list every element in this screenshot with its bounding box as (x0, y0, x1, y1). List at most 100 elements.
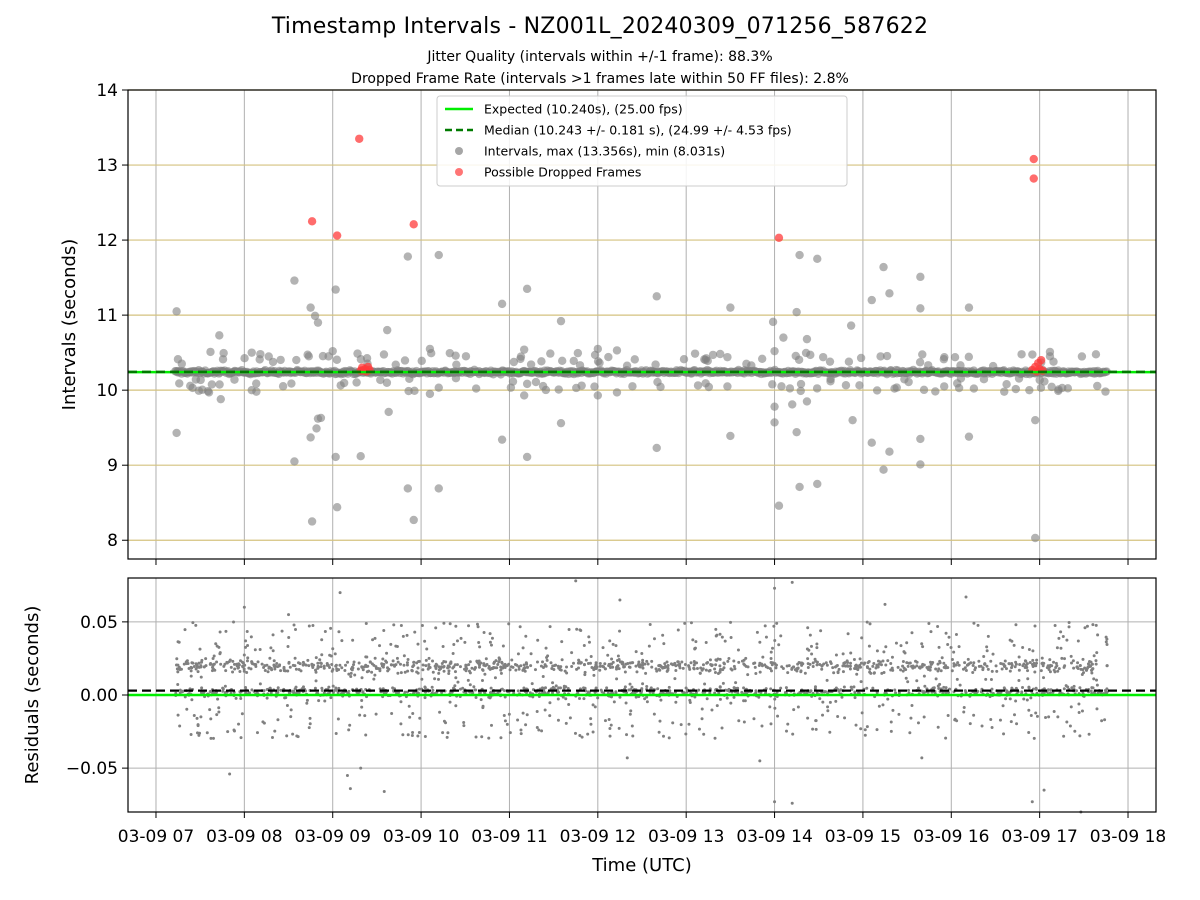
residual-point (473, 666, 477, 670)
interval-point (653, 377, 662, 387)
residual-point (623, 685, 627, 689)
residual-point (994, 664, 998, 668)
residual-point (579, 661, 583, 665)
residual-point (678, 666, 682, 670)
residual-point (934, 667, 938, 671)
residual-point (920, 756, 924, 760)
residual-point (305, 698, 309, 702)
residual-point (301, 663, 305, 667)
residual-point (176, 670, 180, 674)
residual-point (583, 673, 587, 677)
residual-point (293, 656, 297, 660)
residual-point (216, 697, 220, 701)
residual-point (737, 719, 741, 723)
interval-point (497, 299, 507, 309)
residual-point (618, 660, 622, 664)
interval-point (988, 361, 998, 371)
interval-point (207, 380, 217, 389)
residual-point (834, 653, 838, 657)
residual-point (444, 660, 448, 664)
residual-point (222, 664, 226, 668)
residual-point (331, 667, 335, 671)
residual-point (991, 652, 995, 656)
residual-point (402, 654, 406, 658)
residual-point (849, 685, 853, 689)
residual-point (1090, 671, 1094, 675)
residual-point (594, 661, 598, 665)
residual-point (407, 704, 411, 708)
interval-point (846, 321, 856, 330)
residual-point (289, 715, 293, 719)
residual-point (484, 657, 488, 661)
residual-point (608, 639, 612, 643)
residual-point (982, 654, 986, 658)
interval-point (290, 276, 299, 285)
interval-point (916, 434, 925, 444)
residual-point (705, 697, 709, 701)
residual-point (624, 701, 628, 705)
residual-point (271, 633, 275, 637)
residual-point (198, 731, 202, 735)
residual-point (556, 718, 560, 722)
residual-point (466, 678, 470, 682)
interval-point (336, 381, 345, 390)
residual-point (1094, 623, 1098, 627)
residual-point (305, 701, 309, 705)
residual-point (503, 719, 507, 723)
residual-point (582, 663, 586, 667)
residual-point (680, 660, 684, 664)
residual-point (285, 734, 289, 738)
residual-point (1031, 658, 1035, 662)
residual-point (410, 733, 414, 737)
residual-point (447, 665, 451, 669)
residual-point (523, 669, 527, 673)
residual-point (641, 682, 645, 686)
residual-point (473, 688, 477, 692)
interval-point (508, 377, 518, 386)
residual-point (334, 686, 338, 690)
residual-point (318, 658, 322, 662)
interval-point (425, 344, 435, 354)
interval-point (612, 388, 622, 397)
residual-point (226, 730, 230, 734)
residual-point (1042, 687, 1046, 691)
residual-point (399, 700, 403, 704)
residual-point (564, 697, 568, 701)
residual-point (791, 665, 795, 669)
residual-point (436, 677, 440, 681)
residual-point (758, 670, 762, 674)
residual-point (603, 667, 607, 671)
interval-point (939, 382, 949, 391)
residual-point (356, 667, 360, 671)
residual-point (820, 667, 824, 671)
residual-point (693, 646, 697, 650)
interval-point (924, 361, 933, 370)
residual-point (211, 736, 215, 740)
residual-point (710, 708, 714, 712)
interval-point (554, 385, 563, 394)
residual-point (199, 675, 203, 679)
residual-point (865, 725, 869, 729)
residual-point (272, 659, 276, 663)
residual-point (425, 647, 429, 651)
residual-point (990, 687, 994, 691)
residual-point (875, 691, 879, 695)
residual-point (1080, 709, 1084, 713)
interval-point (806, 350, 815, 360)
residual-point (937, 645, 941, 649)
residual-point (841, 652, 845, 656)
residual-point (508, 668, 512, 672)
residual-point (790, 580, 794, 584)
residual-point (1078, 686, 1082, 690)
residual-point (985, 645, 989, 649)
residual-point (902, 650, 906, 654)
residual-point (427, 663, 431, 667)
residual-point (944, 686, 948, 690)
residual-point (1008, 669, 1012, 673)
x-tick-label: 03-09 11 (471, 827, 547, 847)
residual-point (316, 661, 320, 665)
residual-point (928, 665, 932, 669)
residual-point (544, 664, 548, 668)
residual-point (314, 656, 318, 660)
residual-point (617, 667, 621, 671)
